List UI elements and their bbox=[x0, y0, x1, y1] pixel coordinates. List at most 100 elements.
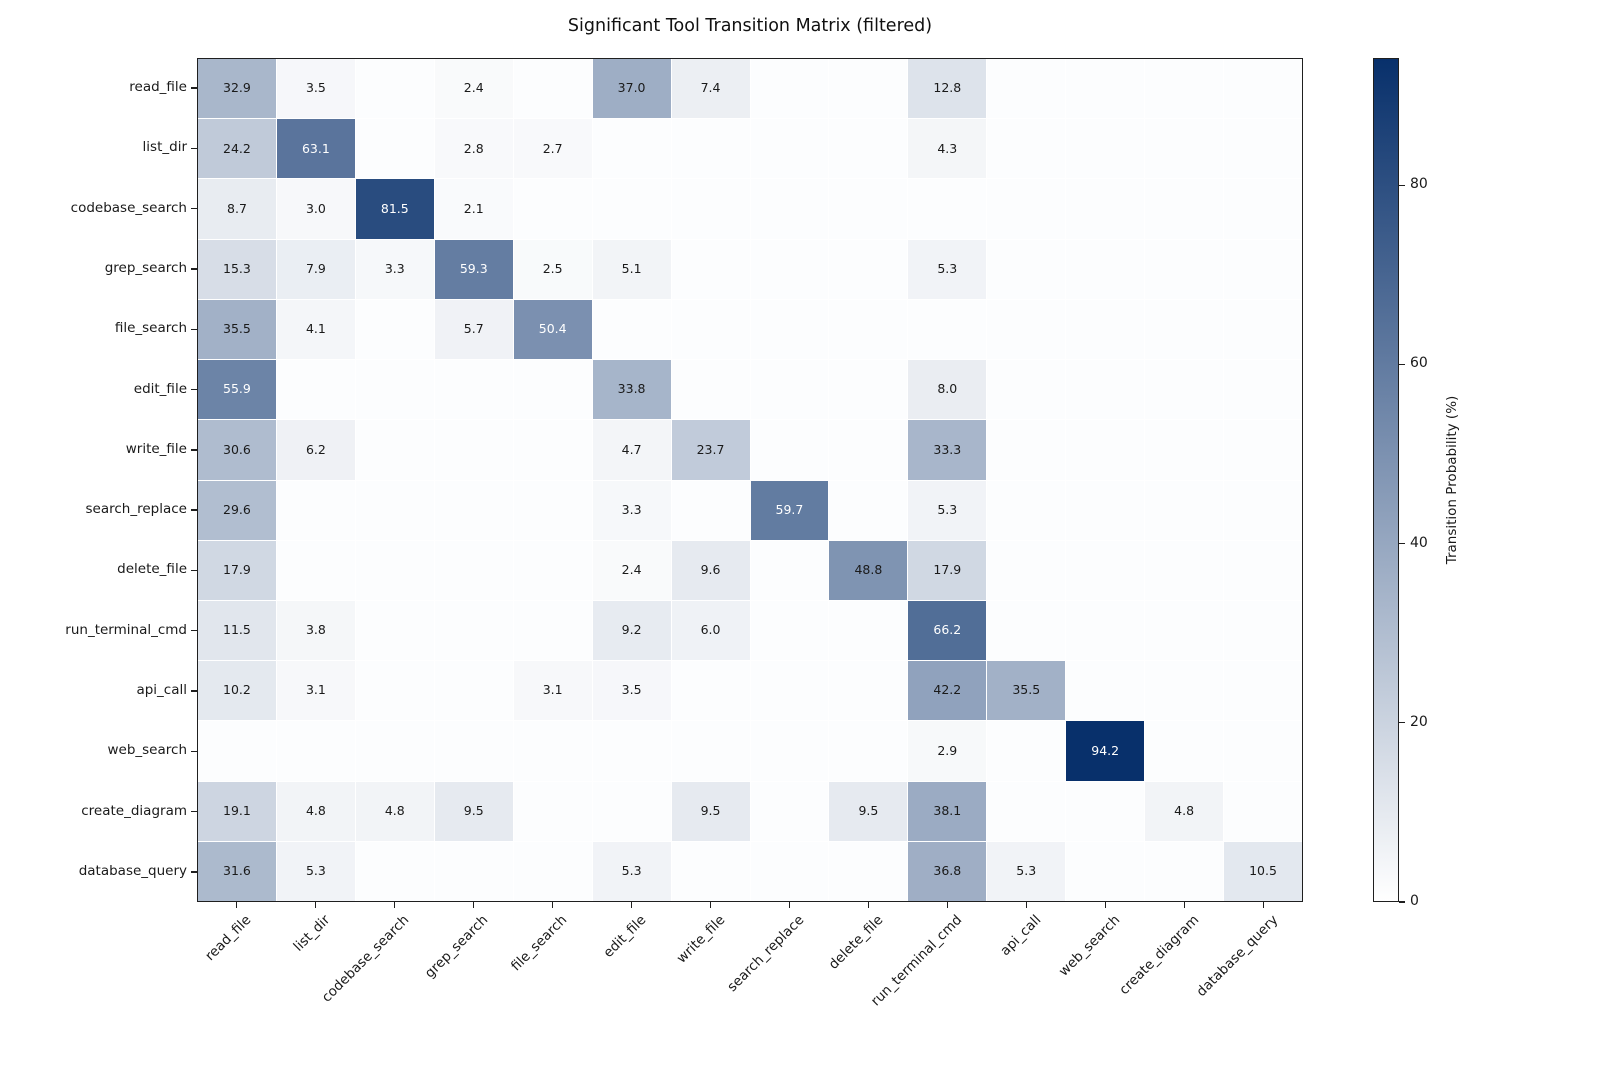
heatmap-cell bbox=[750, 600, 829, 661]
heatmap-cell bbox=[513, 179, 592, 239]
heatmap-cell: 5.3 bbox=[592, 841, 671, 901]
heatmap-cell: 2.7 bbox=[513, 119, 592, 179]
heatmap-cell: 33.8 bbox=[592, 360, 671, 420]
heatmap-cell: 59.3 bbox=[434, 239, 513, 299]
heatmap-cell bbox=[1224, 239, 1302, 299]
heatmap-cell: 3.5 bbox=[592, 661, 671, 721]
heatmap-cell bbox=[1145, 420, 1224, 480]
heatmap-cell bbox=[1224, 119, 1302, 179]
heatmap-cell: 4.8 bbox=[276, 781, 355, 841]
colorbar-tick-label: 40 bbox=[1410, 534, 1428, 551]
heatmap-cell bbox=[434, 360, 513, 420]
heatmap-cell bbox=[434, 540, 513, 600]
colorbar-tick-mark bbox=[1399, 542, 1405, 545]
y-tick-label: search_replace bbox=[85, 501, 187, 518]
heatmap-cell bbox=[355, 721, 434, 781]
heatmap-cell bbox=[671, 360, 750, 420]
heatmap-cell: 11.5 bbox=[198, 600, 276, 661]
heatmap-cell bbox=[434, 841, 513, 901]
x-tick-mark bbox=[314, 902, 317, 908]
x-tick-label: create_diagram bbox=[1115, 912, 1202, 999]
y-tick-label: file_search bbox=[114, 320, 187, 337]
heatmap-cell bbox=[750, 540, 829, 600]
y-tick-mark bbox=[191, 810, 197, 813]
heatmap-cell: 2.8 bbox=[434, 119, 513, 179]
heatmap-cell bbox=[513, 600, 592, 661]
heatmap-cell bbox=[987, 119, 1066, 179]
heatmap-cell bbox=[1145, 179, 1224, 239]
heatmap-cell: 8.0 bbox=[908, 360, 987, 420]
y-tick-mark bbox=[191, 388, 197, 391]
colorbar-tick-label: 20 bbox=[1410, 713, 1428, 730]
heatmap-cell: 4.8 bbox=[355, 781, 434, 841]
chart-title: Significant Tool Transition Matrix (filt… bbox=[567, 16, 933, 36]
y-tick-label: delete_file bbox=[117, 561, 187, 578]
heatmap-cell bbox=[1066, 179, 1145, 239]
heatmap-cell bbox=[513, 781, 592, 841]
heatmap-cell bbox=[1145, 360, 1224, 420]
heatmap-cell: 42.2 bbox=[908, 661, 987, 721]
heatmap-cell: 3.1 bbox=[276, 661, 355, 721]
heatmap-cell: 4.3 bbox=[908, 119, 987, 179]
x-tick-label: codebase_search bbox=[318, 912, 412, 1006]
heatmap-cell bbox=[1145, 119, 1224, 179]
heatmap-cell: 4.7 bbox=[592, 420, 671, 480]
heatmap-cell bbox=[355, 480, 434, 540]
colorbar-tick-mark bbox=[1399, 184, 1405, 186]
heatmap-cell bbox=[671, 841, 750, 901]
y-tick-mark bbox=[191, 509, 197, 511]
heatmap-cell: 50.4 bbox=[513, 299, 592, 360]
heatmap-cell bbox=[671, 119, 750, 179]
heatmap-cell bbox=[355, 661, 434, 721]
x-tick-mark bbox=[867, 902, 870, 908]
heatmap-cell bbox=[434, 721, 513, 781]
heatmap-cell: 5.1 bbox=[592, 239, 671, 299]
heatmap-cell: 2.9 bbox=[908, 721, 987, 781]
heatmap-cell bbox=[355, 59, 434, 119]
x-tick-label: search_replace bbox=[723, 912, 807, 996]
heatmap-cell: 10.5 bbox=[1224, 841, 1302, 901]
heatmap-cell: 5.3 bbox=[908, 480, 987, 540]
heatmap-cell: 5.7 bbox=[434, 299, 513, 360]
heatmap-cell bbox=[1145, 661, 1224, 721]
heatmap-cell bbox=[987, 781, 1066, 841]
heatmap-cell: 5.3 bbox=[276, 841, 355, 901]
heatmap-cell bbox=[1224, 59, 1302, 119]
x-tick-mark bbox=[946, 902, 949, 908]
heatmap-cell bbox=[671, 661, 750, 721]
x-tick-label: delete_file bbox=[825, 912, 886, 973]
heatmap-cell: 5.3 bbox=[908, 239, 987, 299]
heatmap-cell: 2.1 bbox=[434, 179, 513, 239]
heatmap-cell bbox=[987, 420, 1066, 480]
heatmap-cell: 3.5 bbox=[276, 59, 355, 119]
y-tick-mark bbox=[191, 328, 197, 330]
y-tick-mark bbox=[191, 147, 197, 150]
heatmap-cell bbox=[513, 360, 592, 420]
heatmap-cell bbox=[829, 480, 908, 540]
heatmap-cell bbox=[1224, 721, 1302, 781]
y-tick-label: run_terminal_cmd bbox=[65, 621, 187, 638]
x-tick-mark bbox=[630, 902, 633, 908]
heatmap-cell bbox=[829, 841, 908, 901]
heatmap-cell bbox=[908, 179, 987, 239]
colorbar-tick-label: 80 bbox=[1410, 176, 1428, 193]
heatmap-cell: 55.9 bbox=[198, 360, 276, 420]
heatmap-cell: 19.1 bbox=[198, 781, 276, 841]
heatmap-cell: 8.7 bbox=[198, 179, 276, 239]
heatmap-cell bbox=[513, 420, 592, 480]
heatmap-cell: 2.4 bbox=[434, 59, 513, 119]
heatmap-cell bbox=[1224, 420, 1302, 480]
colorbar-tick-label: 0 bbox=[1410, 893, 1419, 909]
heatmap-cell bbox=[750, 299, 829, 360]
heatmap-cell bbox=[1145, 480, 1224, 540]
heatmap-cell bbox=[671, 480, 750, 540]
y-tick-mark bbox=[191, 630, 197, 632]
heatmap-cell bbox=[1066, 841, 1145, 901]
heatmap-cell: 30.6 bbox=[198, 420, 276, 480]
heatmap-cell bbox=[1224, 781, 1302, 841]
heatmap-cell: 15.3 bbox=[198, 239, 276, 299]
x-tick-mark bbox=[551, 902, 554, 908]
heatmap-cell bbox=[829, 179, 908, 239]
heatmap-cell: 32.9 bbox=[198, 59, 276, 119]
